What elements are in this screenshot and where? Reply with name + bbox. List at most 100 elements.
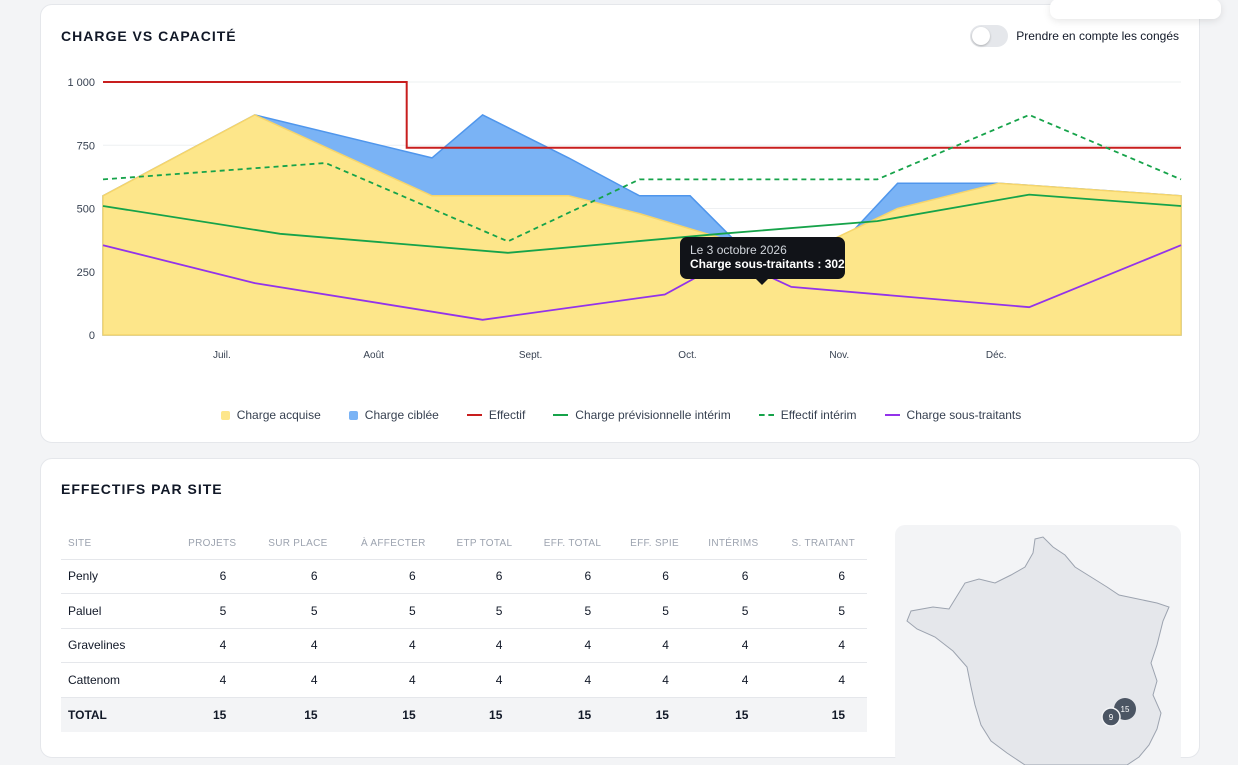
column-header[interactable]: PROJETS bbox=[171, 529, 249, 560]
y-tick-label: 0 bbox=[89, 330, 95, 342]
charge-chart: 0 250 500 750 1 000 Juil. Août Sept. Oct. Nov. Dé… bbox=[67, 77, 1182, 361]
table-cell: 4 bbox=[437, 662, 525, 698]
site-name-cell: TOTAL bbox=[61, 697, 172, 732]
column-header[interactable]: ETP TOTAL bbox=[437, 529, 525, 560]
x-tick-label: Août bbox=[363, 350, 384, 361]
column-header[interactable]: INTÉRIMS bbox=[690, 529, 771, 560]
y-tick-label: 750 bbox=[77, 140, 95, 152]
table-cell: 4 bbox=[339, 662, 438, 698]
table-cell: 4 bbox=[339, 628, 438, 663]
table-cell: 6 bbox=[613, 559, 691, 594]
charge-capacite-card: CHARGE VS CAPACITÉ Prendre en compte les… bbox=[40, 0, 1221, 443]
table-row[interactable]: Paluel 5 5 5 5 5 5 5 5 bbox=[61, 593, 867, 629]
table-cell: 4 bbox=[524, 662, 614, 698]
site-name-cell: Penly bbox=[61, 559, 172, 594]
tooltip-date: Le 3 octobre 2026 bbox=[690, 243, 787, 257]
table-cell: 6 bbox=[524, 559, 614, 594]
table-cell: 4 bbox=[690, 628, 771, 663]
legend-swatch bbox=[758, 414, 774, 416]
sites-card-title: EFFECTIFS PAR SITE bbox=[61, 481, 223, 497]
legend-swatch bbox=[466, 414, 482, 416]
site-name-cell: Cattenom bbox=[61, 662, 172, 698]
map-marker-label-15: 15 bbox=[1121, 705, 1130, 714]
table-cell: 4 bbox=[248, 662, 340, 698]
column-header[interactable]: SITE bbox=[61, 529, 172, 560]
table-cell: 5 bbox=[248, 593, 340, 629]
table-total-row: TOTAL 15 15 15 15 15 15 15 15 bbox=[61, 697, 867, 732]
table-cell: 4 bbox=[690, 662, 771, 698]
table-cell: 4 bbox=[171, 628, 249, 663]
site-name-cell: Gravelines bbox=[61, 628, 172, 663]
france-map: 15 9 bbox=[906, 536, 1170, 765]
legend-item[interactable]: Charge sous-traitants bbox=[884, 408, 1022, 422]
chart-legend: Charge acquise Charge ciblée Effectif Charg… bbox=[41, 408, 1201, 422]
legend-swatch bbox=[553, 414, 569, 416]
table-cell: 4 bbox=[613, 662, 691, 698]
toggle-switch[interactable] bbox=[970, 25, 1009, 47]
table-cell: 5 bbox=[690, 593, 771, 629]
chart-tooltip: Le 3 octobre 2026 Charge sous-traitants … bbox=[680, 237, 845, 285]
table-cell: 15 bbox=[613, 697, 691, 732]
table-cell: 15 bbox=[339, 697, 438, 732]
column-header[interactable]: S. TRAITANT bbox=[770, 529, 867, 560]
legend-item[interactable]: Effectif bbox=[466, 408, 526, 422]
series-line-effectif bbox=[103, 81, 1181, 149]
table-cell: 6 bbox=[171, 559, 249, 594]
column-header[interactable]: À AFFECTER bbox=[339, 529, 438, 560]
table-cell: 15 bbox=[171, 697, 249, 732]
table-row[interactable]: Gravelines 4 4 4 4 4 4 4 4 bbox=[61, 628, 867, 663]
legend-label: Charge prévisionnelle intérim bbox=[575, 408, 731, 422]
x-tick-label: Nov. bbox=[829, 350, 849, 361]
map-cluster-marker-9[interactable] bbox=[1101, 707, 1121, 727]
table-cell: 4 bbox=[171, 662, 249, 698]
table-cell: 4 bbox=[770, 628, 867, 663]
table-cell: 4 bbox=[437, 628, 525, 663]
toggle-knob bbox=[972, 27, 991, 45]
table-cell: 5 bbox=[437, 593, 525, 629]
conges-toggle[interactable]: Prendre en compte les congés bbox=[970, 25, 1179, 47]
site-name-cell: Paluel bbox=[61, 593, 172, 629]
y-tick-label: 500 bbox=[77, 204, 95, 216]
column-header[interactable]: SUR PLACE bbox=[248, 529, 340, 560]
legend-label: Charge ciblée bbox=[364, 408, 439, 422]
table-cell: 5 bbox=[770, 593, 867, 629]
series-area-charge-acquise bbox=[102, 114, 1182, 336]
column-header[interactable]: EFF. SPIE bbox=[613, 529, 691, 560]
table-row[interactable]: Cattenom 4 4 4 4 4 4 4 4 bbox=[61, 662, 867, 698]
toggle-label: Prendre en compte les congés bbox=[1016, 29, 1179, 43]
column-header[interactable]: EFF. TOTAL bbox=[524, 529, 614, 560]
x-tick-label: Déc. bbox=[986, 350, 1007, 361]
table-cell: 15 bbox=[770, 697, 867, 732]
table-cell: 6 bbox=[339, 559, 438, 594]
table-cell: 15 bbox=[437, 697, 525, 732]
legend-item[interactable]: Charge prévisionnelle intérim bbox=[553, 408, 731, 422]
map-marker-label-9: 9 bbox=[1109, 713, 1114, 722]
table-cell: 4 bbox=[248, 628, 340, 663]
sites-map[interactable]: 15 9 bbox=[895, 525, 1181, 765]
y-tick-label: 1 000 bbox=[67, 77, 95, 89]
table-row[interactable]: Penly 6 6 6 6 6 6 6 6 bbox=[61, 559, 867, 594]
sites-table: SITE PROJETS SUR PLACE À AFFECTER ETP TOTAL E… bbox=[61, 529, 867, 732]
table-cell: 5 bbox=[171, 593, 249, 629]
legend-swatch bbox=[884, 414, 900, 416]
legend-item[interactable]: Charge acquise bbox=[220, 408, 321, 422]
legend-label: Charge sous-traitants bbox=[906, 408, 1022, 422]
legend-item[interactable]: Charge ciblée bbox=[348, 408, 439, 422]
table-cell: 4 bbox=[524, 628, 614, 663]
table-cell: 6 bbox=[690, 559, 771, 594]
series-line-effectif-interim bbox=[102, 113, 1182, 243]
table-cell: 4 bbox=[770, 662, 867, 698]
y-tick-label: 250 bbox=[77, 267, 95, 279]
legend-item[interactable]: Effectif intérim bbox=[758, 408, 857, 422]
table-cell: 15 bbox=[690, 697, 771, 732]
x-tick-label: Sept. bbox=[519, 350, 542, 361]
table-cell: 6 bbox=[770, 559, 867, 594]
legend-label: Effectif intérim bbox=[780, 408, 857, 422]
tooltip-value: Charge sous-traitants : 302 bbox=[690, 257, 845, 271]
legend-label: Effectif bbox=[488, 408, 526, 422]
table-cell: 6 bbox=[248, 559, 340, 594]
table-cell: 5 bbox=[524, 593, 614, 629]
table-cell: 4 bbox=[613, 628, 691, 663]
legend-swatch bbox=[348, 410, 358, 420]
chart-card-title: CHARGE VS CAPACITÉ bbox=[61, 28, 237, 44]
